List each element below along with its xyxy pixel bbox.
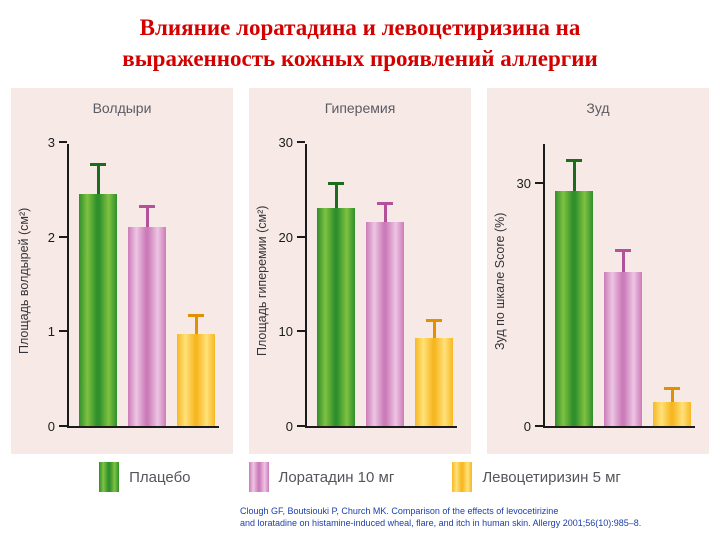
plot-area: 0 1 2 3	[48, 135, 219, 434]
error-bar-cap	[426, 318, 442, 322]
tick-mark	[297, 425, 305, 427]
citation-line1: Clough GF, Boutsiouki P, Church MK. Comp…	[240, 506, 559, 516]
error-bar-cap	[188, 314, 204, 318]
error-bar-stem	[670, 389, 674, 402]
tick-label: 30	[278, 135, 293, 150]
tick-label: 0	[47, 419, 55, 434]
error-bar-cap	[139, 205, 155, 209]
tick-mark	[535, 181, 543, 184]
error-bar-stem	[572, 162, 576, 191]
error-bar-stem	[334, 184, 338, 209]
legend-item-levocetirizine-5mg: Левоцетиризин 5 мг	[452, 462, 621, 492]
error-bar-stem	[621, 251, 625, 272]
bar-placebo	[79, 194, 117, 426]
legend-swatch-loratadine-10mg	[248, 462, 269, 492]
chart-title: Гиперемия	[324, 100, 396, 116]
chart-title: Волдыри	[92, 100, 152, 116]
tick-mark	[297, 330, 305, 333]
charts-row: Волдыри Площадь волдырей (см²) 0 1 2 3 Гиперем…	[0, 88, 720, 454]
chart-panel-3: Зуд Зуд по шкале Score (%) 0 30	[487, 88, 709, 454]
legend-swatch-placebo	[99, 462, 120, 492]
error-bar-cap	[328, 181, 344, 185]
error-bar-cap	[90, 162, 106, 166]
y-axis-label: Площадь волдырей (см²)	[17, 207, 31, 355]
tick-mark	[59, 235, 67, 238]
tick-label: 30	[516, 175, 531, 191]
chart-title: Зуд	[586, 100, 610, 116]
bar-loratadine-10mg	[604, 271, 642, 426]
tick-mark	[59, 141, 67, 143]
slide-title-line2: выраженность кожных проявлений аллергии	[122, 46, 598, 71]
chart-panel-1: Волдыри Площадь волдырей (см²) 0 1 2 3	[11, 88, 233, 454]
legend-label: Плацебо	[129, 468, 191, 486]
tick-mark	[59, 425, 67, 427]
error-bar-cap	[377, 202, 393, 206]
tick-mark	[59, 330, 67, 333]
slide-title: Влияние лоратадина и левоцетиризина на в…	[0, 12, 720, 74]
tick-label: 0	[523, 419, 531, 434]
legend-label: Лоратадин 10 мг	[278, 468, 395, 486]
bar-placebo	[317, 208, 355, 426]
bar-levocetirizine-5mg	[177, 334, 215, 426]
error-bar-stem	[194, 317, 198, 335]
tick-mark	[297, 141, 305, 143]
legend-item-loratadine-10mg: Лоратадин 10 мг	[248, 462, 395, 492]
chart-panel-2: Гиперемия Площадь гиперемии (см²) 0 10 20 30	[249, 88, 471, 454]
error-bar-cap	[664, 386, 680, 390]
tick-mark	[535, 425, 543, 427]
citation: Clough GF, Boutsiouki P, Church MK. Comp…	[240, 505, 641, 529]
tick-label: 3	[47, 135, 55, 150]
legend-label: Левоцетиризин 5 мг	[482, 468, 621, 486]
bar-loratadine-10mg	[366, 222, 404, 426]
tick-label: 20	[278, 229, 293, 245]
legend-swatch-levocetirizine-5mg	[452, 462, 473, 492]
error-bar-stem	[96, 165, 100, 195]
plot-area: 0 10 20 30	[279, 135, 457, 434]
tick-label: 10	[278, 324, 293, 340]
slide-title-line1: Влияние лоратадина и левоцетиризина на	[139, 15, 581, 40]
error-bar-stem	[145, 208, 149, 228]
plot-area: 0 30	[517, 144, 695, 434]
error-bar-cap	[615, 248, 631, 252]
citation-line2: and loratadine on histamine-induced whea…	[240, 518, 642, 528]
tick-mark	[297, 235, 305, 238]
tick-label: 1	[47, 324, 55, 340]
tick-label: 0	[285, 419, 293, 434]
bar-placebo	[555, 190, 593, 426]
chart-legend: Плацебо Лоратадин 10 мг Левоцетиризин 5 мг	[0, 462, 720, 492]
bar-loratadine-10mg	[128, 227, 166, 426]
bar-levocetirizine-5mg	[653, 401, 691, 426]
tick-label: 2	[47, 229, 55, 245]
bar-levocetirizine-5mg	[415, 337, 453, 426]
y-axis-label: Площадь гиперемии (см²)	[255, 205, 269, 357]
legend-item-placebo: Плацебо	[99, 462, 191, 492]
error-bar-stem	[432, 321, 436, 338]
error-bar-stem	[383, 205, 387, 223]
error-bar-cap	[566, 159, 582, 163]
